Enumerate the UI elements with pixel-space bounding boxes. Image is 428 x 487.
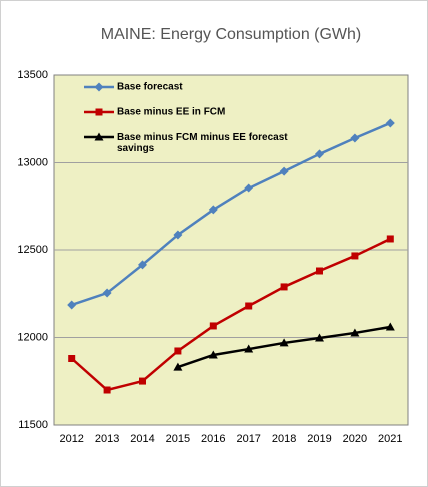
chart-title: MAINE: Energy Consumption (GWh) (101, 26, 362, 43)
x-tick-label: 2014 (130, 433, 154, 445)
point (209, 322, 217, 330)
legend-label: Base minus EE in FCM (117, 107, 225, 118)
series-line (70, 237, 391, 392)
y-tick-label: 12500 (17, 244, 48, 256)
point (139, 377, 146, 385)
point (385, 322, 395, 331)
point (67, 300, 77, 310)
point (351, 252, 359, 260)
point (280, 283, 288, 291)
x-tick-label: 2019 (307, 433, 331, 445)
point (174, 347, 182, 355)
point (386, 235, 394, 243)
point (94, 132, 104, 141)
x-tick-label: 2017 (236, 433, 260, 445)
point (138, 260, 147, 270)
x-tick-label: 2012 (59, 433, 83, 445)
legend-label: Base forecast (117, 82, 183, 93)
legend-label: Base minus FCM minus EE forecast savings (117, 132, 288, 154)
point (279, 166, 289, 176)
x-tick-label: 2020 (343, 433, 367, 445)
x-tick-label: 2015 (166, 433, 190, 445)
y-tick-label: 13500 (17, 69, 48, 81)
x-tick-label: 2013 (95, 433, 119, 445)
point (350, 328, 360, 337)
point (208, 205, 218, 215)
point (244, 344, 254, 353)
point (173, 362, 183, 371)
series-line (71, 121, 391, 307)
y-tick-label: 13000 (17, 156, 48, 168)
point (103, 386, 111, 394)
y-tick-label: 11500 (18, 419, 48, 431)
point (316, 267, 323, 275)
point (385, 118, 395, 128)
point (315, 333, 324, 342)
y-tick-label: 12000 (17, 331, 48, 343)
point (208, 350, 218, 359)
x-tick-label: 2016 (201, 433, 225, 445)
point (102, 288, 112, 298)
point (315, 149, 324, 159)
point (350, 133, 360, 143)
x-tick-label: 2021 (378, 433, 402, 445)
point (279, 338, 289, 347)
point (173, 230, 183, 240)
point (94, 82, 104, 92)
point (68, 355, 76, 362)
point (245, 302, 253, 310)
x-tick-label: 2018 (272, 433, 296, 445)
point (244, 183, 254, 193)
point (95, 108, 103, 116)
